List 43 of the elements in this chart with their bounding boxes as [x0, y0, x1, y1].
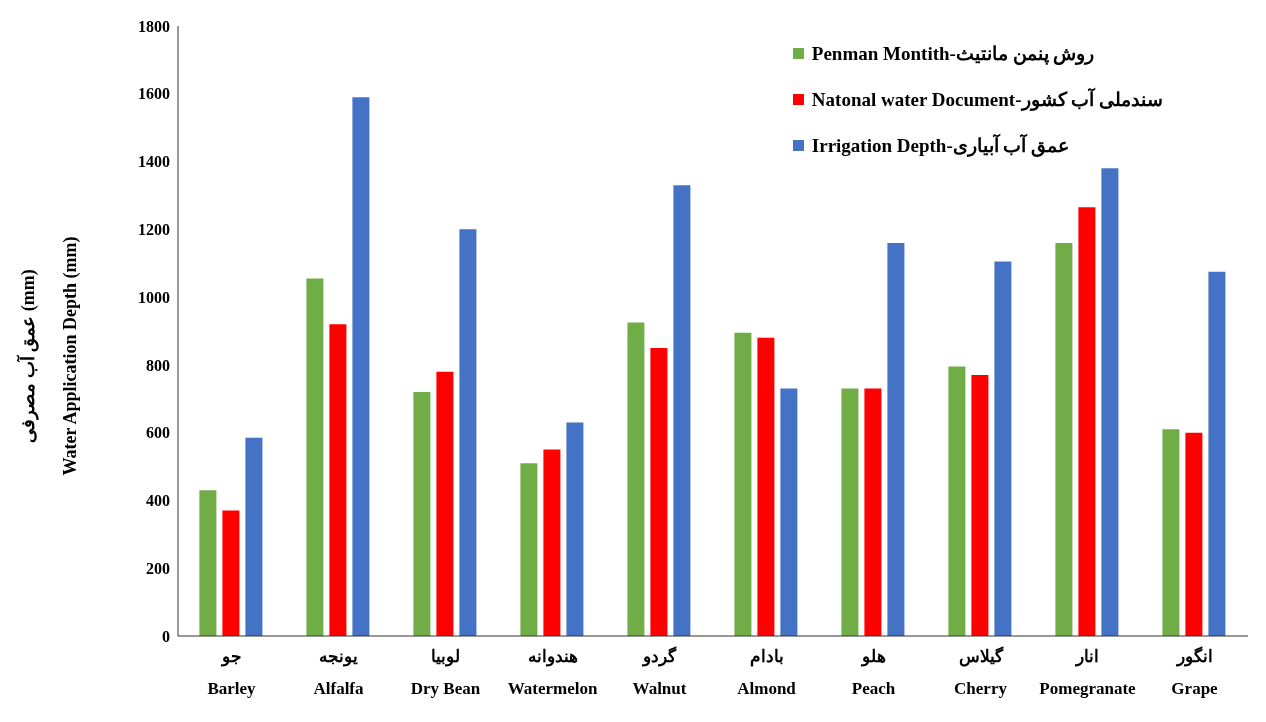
bar [543, 449, 561, 636]
bar [459, 229, 477, 636]
bar [306, 278, 324, 636]
bar [780, 388, 798, 636]
bar [864, 388, 882, 636]
bar [199, 490, 217, 636]
bar [329, 324, 347, 636]
bar [650, 347, 668, 636]
bar [566, 422, 584, 636]
bar [971, 375, 989, 636]
bar [1101, 168, 1119, 636]
legend-label: Penman Montith-روش پنمن مانتیث [811, 41, 1095, 65]
bar [948, 366, 966, 636]
y-tick-label: 400 [146, 492, 170, 510]
bar [757, 337, 775, 636]
y-tick-label: 1400 [138, 153, 170, 171]
bar [994, 261, 1012, 636]
bar [887, 242, 905, 636]
bar [436, 371, 454, 636]
bar [1078, 207, 1096, 636]
bar [1208, 271, 1226, 636]
bar [734, 332, 752, 636]
bar [413, 392, 431, 636]
bar [352, 97, 370, 636]
y-tick-label: 1600 [138, 85, 170, 103]
bar [222, 510, 240, 636]
bar [841, 388, 859, 636]
y-tick-label: 0 [162, 627, 170, 645]
y-tick-label: 1000 [138, 288, 170, 306]
bar [1055, 242, 1073, 636]
bar [673, 185, 691, 636]
bar [1185, 432, 1203, 636]
bar [1162, 429, 1180, 636]
bar [245, 437, 263, 636]
y-tick-label: 600 [146, 424, 170, 442]
legend-label: Irrigation Depth-عمق آب آبیاری [811, 133, 1070, 157]
bar [627, 322, 645, 636]
y-tick-label: 1200 [138, 221, 170, 239]
y-tick-label: 200 [146, 559, 170, 577]
y-tick-label: 1800 [138, 17, 170, 35]
y-tick-label: 800 [146, 356, 170, 374]
legend-label: Natonal water Document-سندملی آب کشور [811, 87, 1163, 111]
bar [520, 463, 538, 636]
